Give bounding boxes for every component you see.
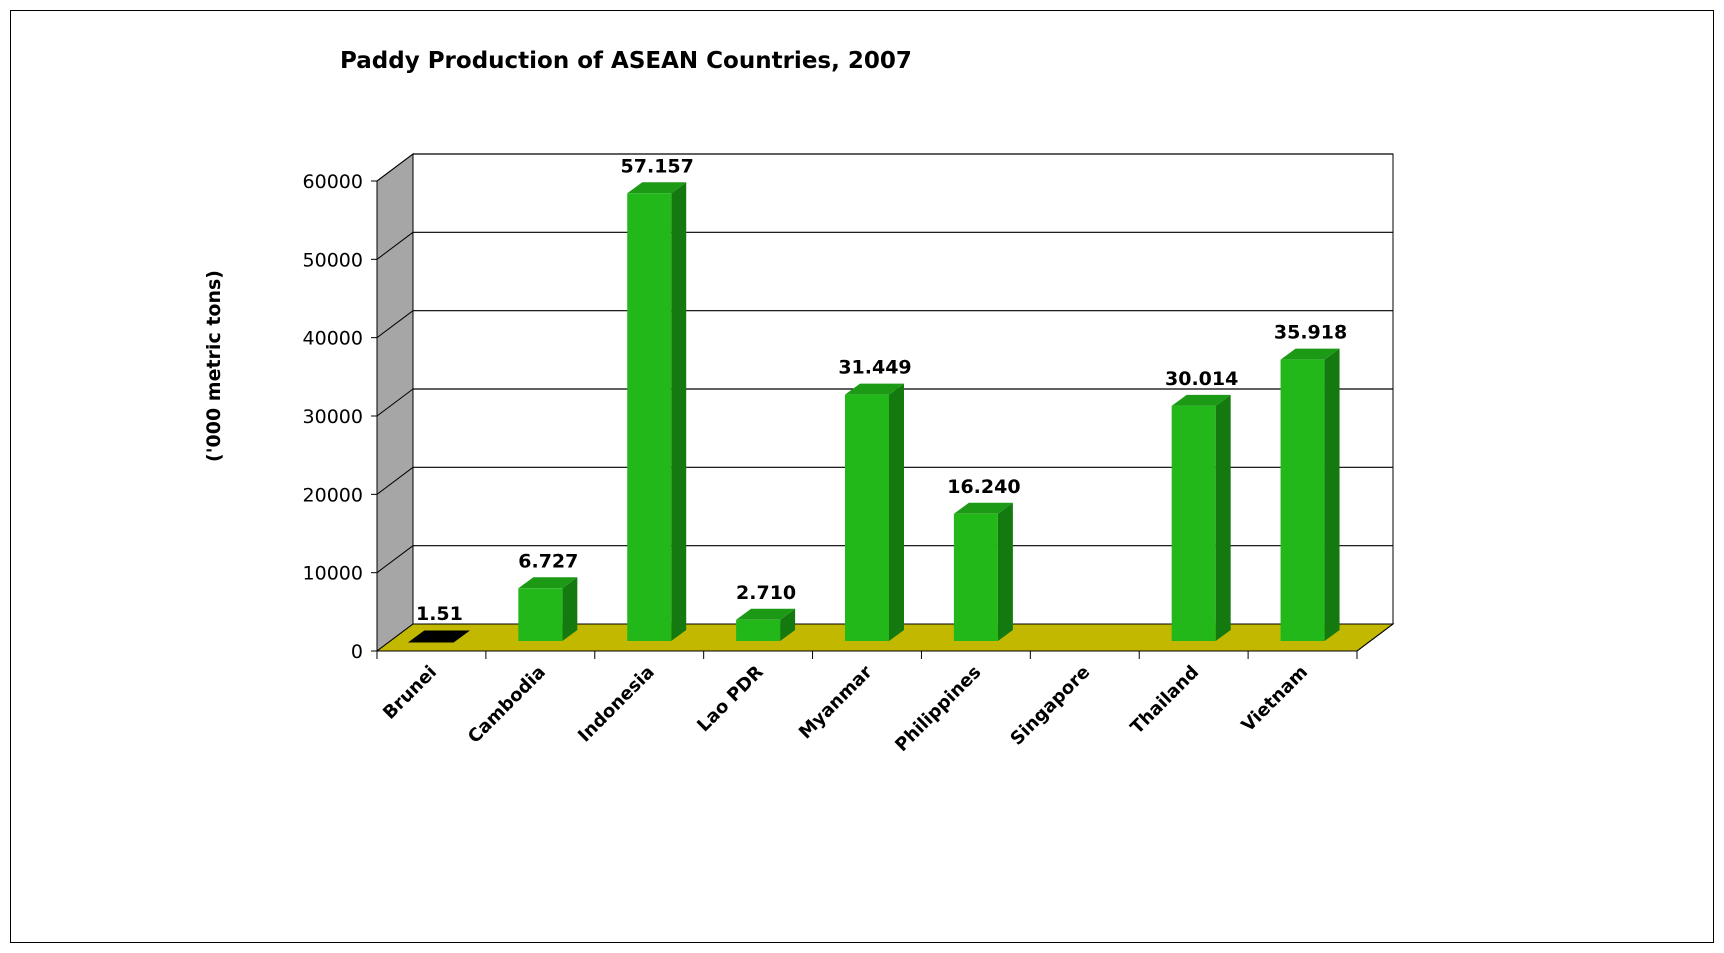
y-tick-label: 0 xyxy=(351,641,363,663)
x-tick-label: Myanmar xyxy=(795,662,877,744)
bar-side xyxy=(562,577,578,641)
y-tick-label: 60000 xyxy=(303,171,363,193)
gridline-diagonal xyxy=(376,545,414,574)
bar-front xyxy=(1171,405,1216,641)
bar-side xyxy=(997,502,1013,641)
bar-front xyxy=(1280,359,1325,641)
gridline-diagonal xyxy=(376,388,414,417)
x-tick-label: Singapore xyxy=(1006,662,1094,750)
bar-front xyxy=(627,193,672,641)
data-label: 1.51 xyxy=(416,603,463,625)
x-tick-label: Brunei xyxy=(379,662,441,724)
data-label: 6.727 xyxy=(518,550,578,572)
bar-top xyxy=(736,608,796,620)
data-label: 2.710 xyxy=(736,582,796,604)
bar-front xyxy=(518,588,563,641)
gridline-diagonal xyxy=(376,310,414,339)
bar-side xyxy=(889,383,904,641)
chart-title: Paddy Production of ASEAN Countries, 200… xyxy=(340,48,912,74)
y-tick-label: 50000 xyxy=(303,249,363,271)
y-tick-label: 20000 xyxy=(303,484,363,506)
data-label: 30.014 xyxy=(1165,368,1238,390)
bar-side xyxy=(1324,348,1340,641)
y-tick-label: 10000 xyxy=(303,563,363,585)
y-axis-label: ('000 metric tons) xyxy=(203,270,225,462)
gridline-diagonal xyxy=(376,466,414,495)
gridline-diagonal xyxy=(376,231,414,260)
bar-myanmar[interactable] xyxy=(845,383,904,641)
x-tick-label: Lao PDR xyxy=(693,662,768,737)
x-axis-edge xyxy=(1356,623,1394,652)
plot-area: 0 10000 20000 30000 40000 50000 60000 1.51 Brune… xyxy=(303,153,1395,756)
data-label: 35.918 xyxy=(1274,322,1347,344)
bar-vietnam[interactable] xyxy=(1280,348,1340,641)
x-tick-label: Cambodia xyxy=(464,662,550,748)
bar-thailand[interactable] xyxy=(1171,394,1231,641)
gridline-diagonal xyxy=(376,153,414,182)
x-tick-label: Indonesia xyxy=(574,662,659,747)
y-tick-label: 40000 xyxy=(303,328,363,350)
y-tick-label: 30000 xyxy=(303,406,363,428)
data-label: 57.157 xyxy=(621,155,694,177)
bar-top xyxy=(845,383,904,395)
bar-top xyxy=(627,182,687,194)
x-tick-label: Thailand xyxy=(1127,662,1204,739)
chart-svg: Paddy Production of ASEAN Countries, 200… xyxy=(203,48,1395,756)
bar-front xyxy=(736,619,781,641)
bar-lao-pdr[interactable] xyxy=(736,608,796,641)
x-tick-label: Philippines xyxy=(891,662,985,756)
data-label: 16.240 xyxy=(947,476,1020,498)
bar-top xyxy=(953,502,1013,514)
bar-top xyxy=(518,577,578,589)
bar-top xyxy=(1171,394,1231,406)
bar-side xyxy=(1215,394,1231,641)
chart-frame: Paddy Production of ASEAN Countries, 200… xyxy=(10,10,1714,943)
bar-indonesia[interactable] xyxy=(627,182,687,641)
x-tick-label: Vietnam xyxy=(1238,662,1312,736)
bar-front xyxy=(953,513,998,641)
bar-front xyxy=(845,394,889,641)
bar-top xyxy=(1280,348,1340,360)
bar-cambodia[interactable] xyxy=(518,577,578,641)
bar-side xyxy=(671,182,687,641)
bar-philippines[interactable] xyxy=(953,502,1013,641)
bar-brunei[interactable] xyxy=(407,630,470,643)
bar-side xyxy=(780,608,796,641)
data-label: 31.449 xyxy=(838,357,911,379)
